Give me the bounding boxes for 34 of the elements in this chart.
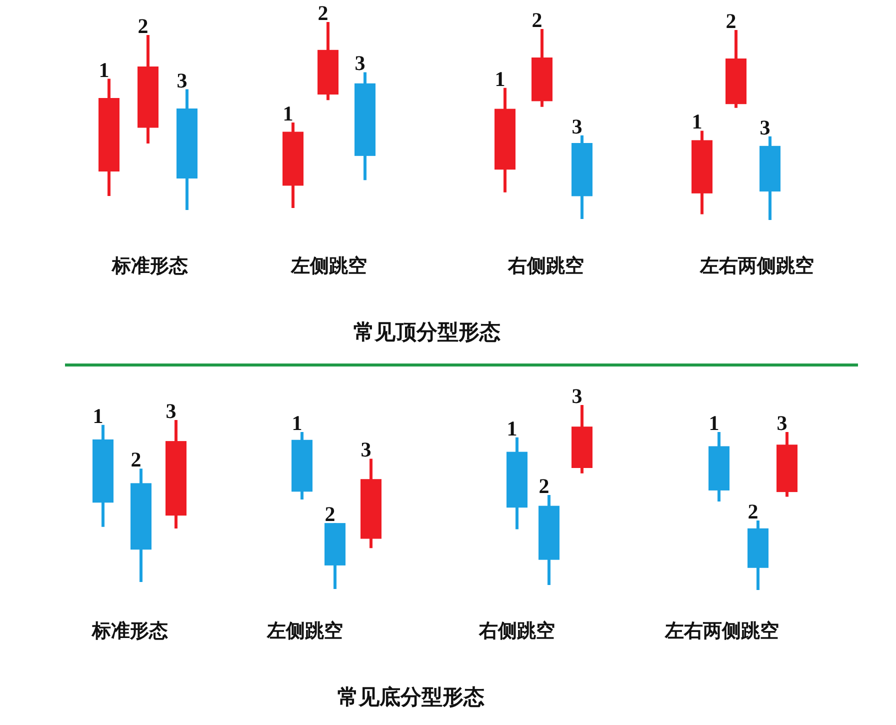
x-tick-label: 3	[360, 438, 372, 462]
x-tick-label: 1	[98, 58, 110, 82]
text: 标准形态	[91, 620, 168, 642]
x-tick-label: 1	[292, 411, 302, 435]
text: 右侧跳空	[478, 620, 555, 642]
x-tick-label: 3	[572, 114, 582, 138]
x-tick-label: 3	[176, 68, 188, 92]
x-tick-label: 2	[324, 502, 336, 526]
text: 右侧跳空	[507, 255, 584, 277]
x-tick-label: 2	[318, 1, 328, 25]
x-tick-label: 3	[760, 115, 770, 140]
x-tick-label: 3	[354, 51, 366, 76]
x-tick-label: 2	[130, 448, 142, 472]
x-tick-label: 2	[726, 9, 736, 33]
x-tick-label: 2	[138, 14, 148, 38]
x-tick-label: 1	[282, 101, 294, 126]
text: 左侧跳空	[290, 255, 367, 277]
x-tick-label: 1	[708, 411, 720, 435]
x-tick-label: 2	[532, 8, 542, 32]
text: 左右两侧跳空	[664, 620, 779, 642]
x-tick-label: 3	[166, 399, 176, 423]
x-tick-label: 3	[776, 411, 788, 435]
text: 标准形态	[111, 255, 188, 277]
text: 常见底分型形态	[338, 685, 484, 709]
text: 左侧跳空	[266, 620, 343, 642]
x-tick-label: 1	[692, 110, 702, 134]
x-tick-label: 1	[92, 404, 104, 428]
x-tick-label: 3	[572, 384, 582, 408]
x-tick-label: 2	[538, 474, 550, 498]
x-tick-label: 1	[494, 66, 506, 91]
x-tick-label: 2	[748, 499, 758, 524]
x-tick-label: 1	[506, 416, 518, 440]
text: 左右两侧跳空	[699, 255, 814, 277]
text: 常见顶分型形态	[354, 321, 500, 344]
